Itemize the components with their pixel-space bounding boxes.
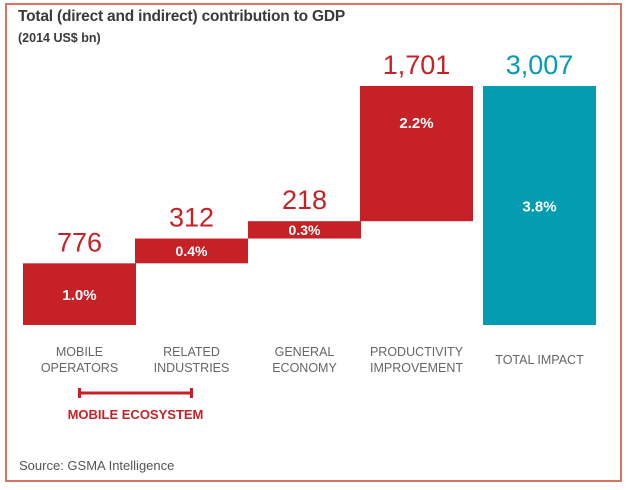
bar	[23, 263, 136, 325]
category-label: TOTAL IMPACT	[495, 353, 584, 367]
category-label: GENERAL	[275, 345, 335, 359]
category-label: IMPROVEMENT	[370, 361, 463, 375]
share-label: 0.4%	[176, 243, 208, 259]
bar	[248, 221, 361, 239]
value-label: 3,007	[506, 50, 574, 80]
share-label: 0.3%	[289, 222, 321, 238]
chart-title: Total (direct and indirect) contribution…	[18, 8, 345, 25]
category-label: RELATED	[163, 345, 220, 359]
bar	[135, 238, 248, 264]
category-label: OPERATORS	[41, 361, 118, 375]
share-label: 2.2%	[399, 115, 433, 132]
source-note: Source: GSMA Intelligence	[19, 458, 175, 473]
share-label: 3.8%	[522, 199, 556, 216]
category-label: PRODUCTIVITY	[370, 345, 464, 359]
bracket-label: MOBILE ECOSYSTEM	[68, 407, 204, 422]
category-label: INDUSTRIES	[154, 361, 230, 375]
value-label: 1,701	[383, 50, 451, 80]
share-label: 1.0%	[62, 287, 96, 304]
value-label: 776	[57, 227, 102, 257]
value-label: 312	[169, 203, 214, 233]
chart-subtitle: (2014 US$ bn)	[18, 31, 101, 45]
bar	[360, 86, 473, 222]
bar	[483, 86, 596, 325]
category-label: ECONOMY	[272, 361, 337, 375]
value-label: 218	[282, 185, 327, 215]
category-label: MOBILE	[56, 345, 103, 359]
